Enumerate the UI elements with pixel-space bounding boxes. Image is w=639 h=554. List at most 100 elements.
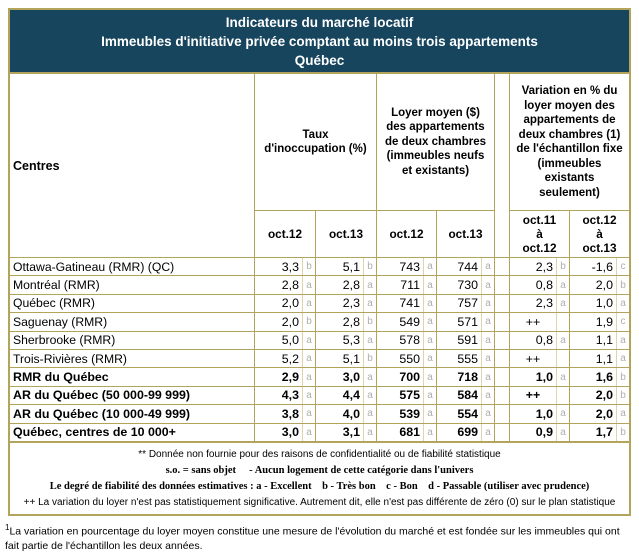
cell-value: 744 [457, 259, 478, 274]
reliability-grade: a [363, 386, 376, 405]
cell-value: 5,3 [342, 333, 360, 348]
subheader-loyer-oct13: oct.13 [437, 211, 494, 257]
data-cell: 2,8 a [255, 276, 315, 294]
row-spacer-cell [495, 294, 509, 313]
row-spacer-cell [495, 313, 509, 331]
row-spacer-cell [495, 368, 509, 386]
reliability-grade: a [363, 405, 376, 423]
data-cell: 718 a [437, 368, 494, 386]
footnote-line-3: Le degré de fiabilité des données estima… [49, 480, 590, 492]
row-label: RMR du Québec [10, 368, 254, 386]
table-grid: Centres Taux d'inoccupation (%) Loyer mo… [10, 74, 629, 443]
cell-value: 5,1 [342, 351, 360, 366]
cell-value: 3,3 [281, 259, 299, 274]
cell-value: 539 [399, 406, 420, 421]
cell-value: 5,1 [342, 259, 360, 274]
data-cell: 591 a [437, 331, 494, 349]
data-cell: 1,1 a [570, 331, 629, 349]
reliability-grade: a [481, 349, 494, 368]
cell-value: 1,0 [595, 296, 613, 311]
cell-value: 757 [457, 296, 478, 311]
row-label: Québec (RMR) [10, 294, 254, 313]
data-cell: 549 a [377, 313, 436, 331]
row-spacer-cell [495, 258, 509, 276]
reliability-grade: b [363, 258, 376, 276]
row-label: AR du Québec (50 000-99 999) [10, 386, 254, 405]
data-cell: 741 a [377, 294, 436, 313]
cell-value: 730 [457, 278, 478, 293]
reliability-grade: b [616, 276, 629, 294]
column-header-centres: Centres [10, 74, 254, 257]
reliability-grade: a [363, 368, 376, 386]
cell-value: 3,0 [342, 370, 360, 385]
cell-value: 700 [399, 370, 420, 385]
cell-value: 5,0 [281, 333, 299, 348]
data-cell: 554 a [437, 405, 494, 423]
reliability-grade: a [423, 276, 436, 294]
cell-value: 584 [457, 388, 478, 403]
reliability-grade: a [481, 386, 494, 405]
reliability-grade: a [302, 368, 315, 386]
cell-value: 743 [399, 259, 420, 274]
cell-value: 3,0 [281, 425, 299, 440]
cell-value: 4,4 [342, 388, 360, 403]
data-cell: ++ [510, 386, 569, 405]
cell-value: 571 [457, 314, 478, 329]
data-cell: 711 a [377, 276, 436, 294]
data-cell: 1,6 b [570, 368, 629, 386]
column-group-average-rent: Loyer moyen ($) des appartements de deux… [377, 74, 494, 210]
data-cell: 2,0 a [570, 405, 629, 423]
data-cell: 571 a [437, 313, 494, 331]
reliability-grade: b [363, 313, 376, 331]
data-cell: 578 a [377, 331, 436, 349]
row-label: Trois-Rivières (RMR) [10, 349, 254, 368]
data-cell: 1,0 a [510, 405, 569, 423]
reliability-grade: b [302, 313, 315, 331]
data-cell: 5,3 a [316, 331, 376, 349]
reliability-grade [556, 313, 569, 331]
reliability-grade: a [423, 331, 436, 349]
reliability-grade [556, 349, 569, 368]
data-cell: 744 a [437, 258, 494, 276]
data-cell: 1,0 a [510, 368, 569, 386]
reliability-grade: b [363, 349, 376, 368]
reliability-grade: a [302, 331, 315, 349]
data-cell: 575 a [377, 386, 436, 405]
cell-value: 0,8 [535, 333, 553, 348]
data-cell: 2,3 b [510, 258, 569, 276]
reliability-grade: a [556, 368, 569, 386]
reliability-grade: a [423, 258, 436, 276]
reliability-grade: a [423, 386, 436, 405]
footnote-line-1: ** Donnée non fournie pour des raisons d… [138, 448, 501, 460]
reliability-grade: b [556, 258, 569, 276]
data-cell: 3,1 a [316, 423, 376, 441]
cell-value: 2,0 [595, 278, 613, 293]
reliability-grade: a [481, 294, 494, 313]
reliability-grade: a [423, 405, 436, 423]
title-line-1: Indicateurs du marché locatif [225, 15, 414, 30]
header-spacer-column [495, 74, 509, 257]
cell-value: 2,3 [535, 259, 553, 274]
cell-value: 2,9 [281, 370, 299, 385]
cell-value: 575 [399, 388, 420, 403]
data-cell: 757 a [437, 294, 494, 313]
subheader-taux-oct13: oct.13 [316, 211, 376, 257]
reliability-grade: a [363, 294, 376, 313]
row-label: Saguenay (RMR) [10, 313, 254, 331]
data-cell: 555 a [437, 349, 494, 368]
cell-value: 3,8 [281, 406, 299, 421]
data-cell: 2,0 b [255, 313, 315, 331]
data-cell: 0,8 a [510, 331, 569, 349]
data-cell: 4,0 a [316, 405, 376, 423]
row-label: AR du Québec (10 000-49 999) [10, 405, 254, 423]
reliability-grade: b [302, 258, 315, 276]
data-cell: -1,6 c [570, 258, 629, 276]
cell-value: 2,8 [342, 278, 360, 293]
title-line-3: Québec [294, 53, 345, 68]
cell-value: 1,0 [535, 370, 553, 385]
data-cell: 1,0 a [570, 294, 629, 313]
footnote-line-2: s.o. = sans objet - Aucun logement de ce… [165, 464, 474, 476]
cell-value: 0,9 [535, 425, 553, 440]
cell-value: 2,0 [595, 388, 613, 403]
cell-value: 4,0 [342, 406, 360, 421]
